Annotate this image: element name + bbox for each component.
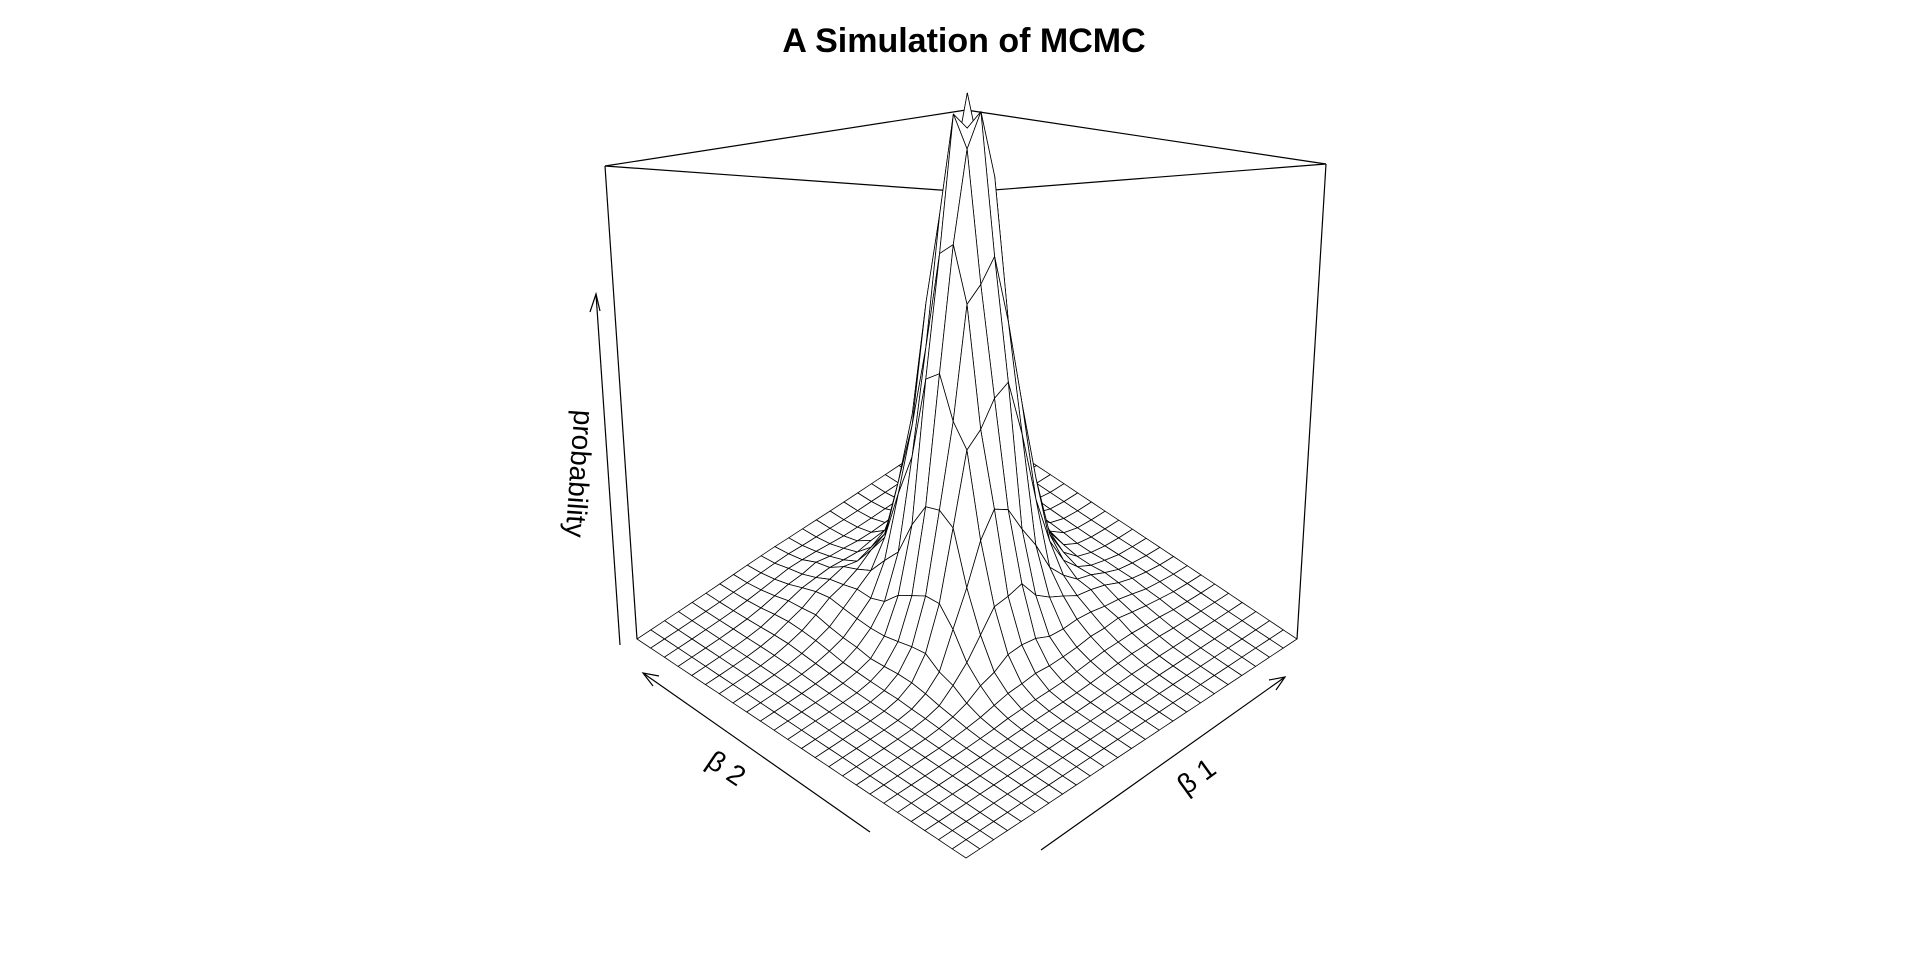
surface-facet	[951, 839, 981, 859]
x-axis-arrow	[1040, 676, 1286, 851]
surface-mesh	[636, 92, 1298, 859]
box-left-vertical-edge	[604, 165, 638, 640]
y-axis-label: β 2	[701, 744, 751, 792]
box-top-front-right-edge	[967, 163, 1327, 193]
z-axis-arrow	[595, 293, 621, 646]
y-axis-arrowhead	[641, 672, 660, 687]
chart-title: A Simulation of MCMC	[782, 22, 1145, 60]
axis-arrows	[589, 291, 1287, 851]
box-top-left-edge	[604, 109, 967, 167]
box-top-right-edge	[965, 109, 1327, 165]
x-axis-arrowhead	[1268, 676, 1287, 691]
y-axis-arrow	[642, 672, 871, 833]
box-right-vertical-edge	[1296, 163, 1327, 640]
x-axis-label: β 1	[1171, 752, 1221, 800]
z-axis-label: probability	[560, 409, 600, 538]
z-axis-arrowhead	[589, 291, 601, 313]
box-top-front-left-edge	[604, 165, 969, 193]
